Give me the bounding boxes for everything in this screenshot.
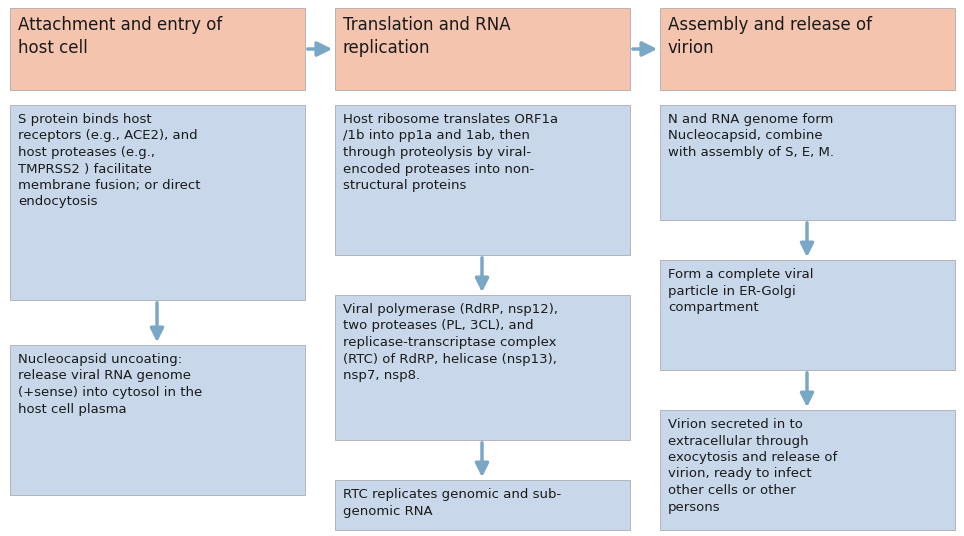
- Text: RTC replicates genomic and sub-
genomic RNA: RTC replicates genomic and sub- genomic …: [343, 488, 561, 517]
- Bar: [660, 410, 955, 530]
- Text: Translation and RNA
replication: Translation and RNA replication: [343, 16, 511, 57]
- Text: Attachment and entry of
host cell: Attachment and entry of host cell: [18, 16, 223, 57]
- Bar: [335, 480, 630, 530]
- Bar: [335, 8, 630, 90]
- Bar: [10, 105, 305, 300]
- Text: Assembly and release of
virion: Assembly and release of virion: [668, 16, 872, 57]
- Text: Nucleocapsid uncoating:
release viral RNA genome
(+sense) into cytosol in the
ho: Nucleocapsid uncoating: release viral RN…: [18, 353, 202, 415]
- Bar: [10, 8, 305, 90]
- Text: N and RNA genome form
Nucleocapsid, combine
with assembly of S, E, M.: N and RNA genome form Nucleocapsid, comb…: [668, 113, 834, 159]
- Text: Host ribosome translates ORF1a
/1b into pp1a and 1ab, then
through proteolysis b: Host ribosome translates ORF1a /1b into …: [343, 113, 558, 192]
- Bar: [335, 105, 630, 255]
- Bar: [10, 345, 305, 495]
- Bar: [660, 8, 955, 90]
- Bar: [335, 295, 630, 440]
- Bar: [660, 260, 955, 370]
- Text: Virion secreted in to
extracellular through
exocytosis and release of
virion, re: Virion secreted in to extracellular thro…: [668, 418, 838, 513]
- Bar: [660, 105, 955, 220]
- Text: Viral polymerase (RdRP, nsp12),
two proteases (PL, 3CL), and
replicase-transcrip: Viral polymerase (RdRP, nsp12), two prot…: [343, 303, 558, 382]
- Text: S protein binds host
receptors (e.g., ACE2), and
host proteases (e.g.,
TMPRSS2 ): S protein binds host receptors (e.g., AC…: [18, 113, 201, 209]
- Text: Form a complete viral
particle in ER-Golgi
compartment: Form a complete viral particle in ER-Gol…: [668, 268, 814, 314]
